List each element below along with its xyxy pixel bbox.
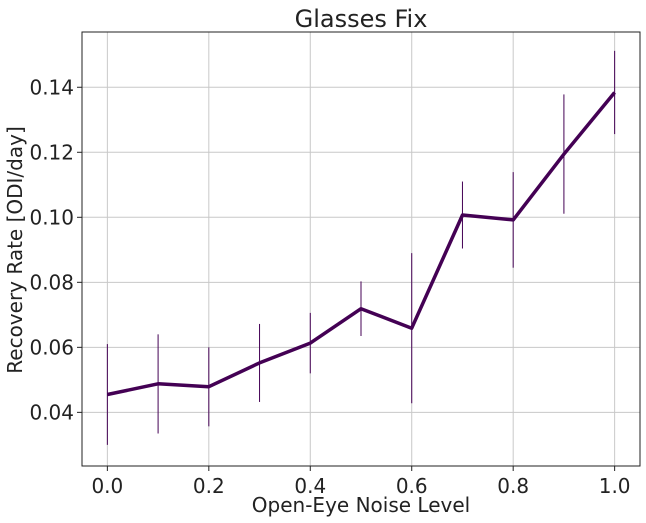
y-tick-label: 0.14 xyxy=(29,75,74,99)
x-tick-label: 0.4 xyxy=(294,474,326,498)
x-tick-label: 1.0 xyxy=(599,474,631,498)
y-axis: 0.04 0.06 0.08 0.10 0.12 0.14 xyxy=(29,75,82,424)
y-tick-label: 0.10 xyxy=(29,205,74,229)
x-tick-label: 0.8 xyxy=(497,474,529,498)
plot-frame xyxy=(81,31,641,467)
chart-title: Glasses Fix xyxy=(295,5,428,33)
y-tick-label: 0.12 xyxy=(29,140,74,164)
series-line xyxy=(107,91,616,397)
x-tick-label: 0.2 xyxy=(193,474,225,498)
y-tick-label: 0.04 xyxy=(29,400,74,424)
x-tick-label: 0.0 xyxy=(91,474,123,498)
grid xyxy=(82,32,640,466)
x-tick-label: 0.6 xyxy=(396,474,428,498)
y-axis-label: Recovery Rate [ODI/day] xyxy=(3,126,27,373)
x-axis: 0.0 0.2 0.4 0.6 0.8 1.0 xyxy=(91,466,631,498)
x-axis-label: Open-Eye Noise Level xyxy=(252,493,470,517)
y-tick-label: 0.06 xyxy=(29,335,74,359)
y-tick-label: 0.08 xyxy=(29,270,74,294)
